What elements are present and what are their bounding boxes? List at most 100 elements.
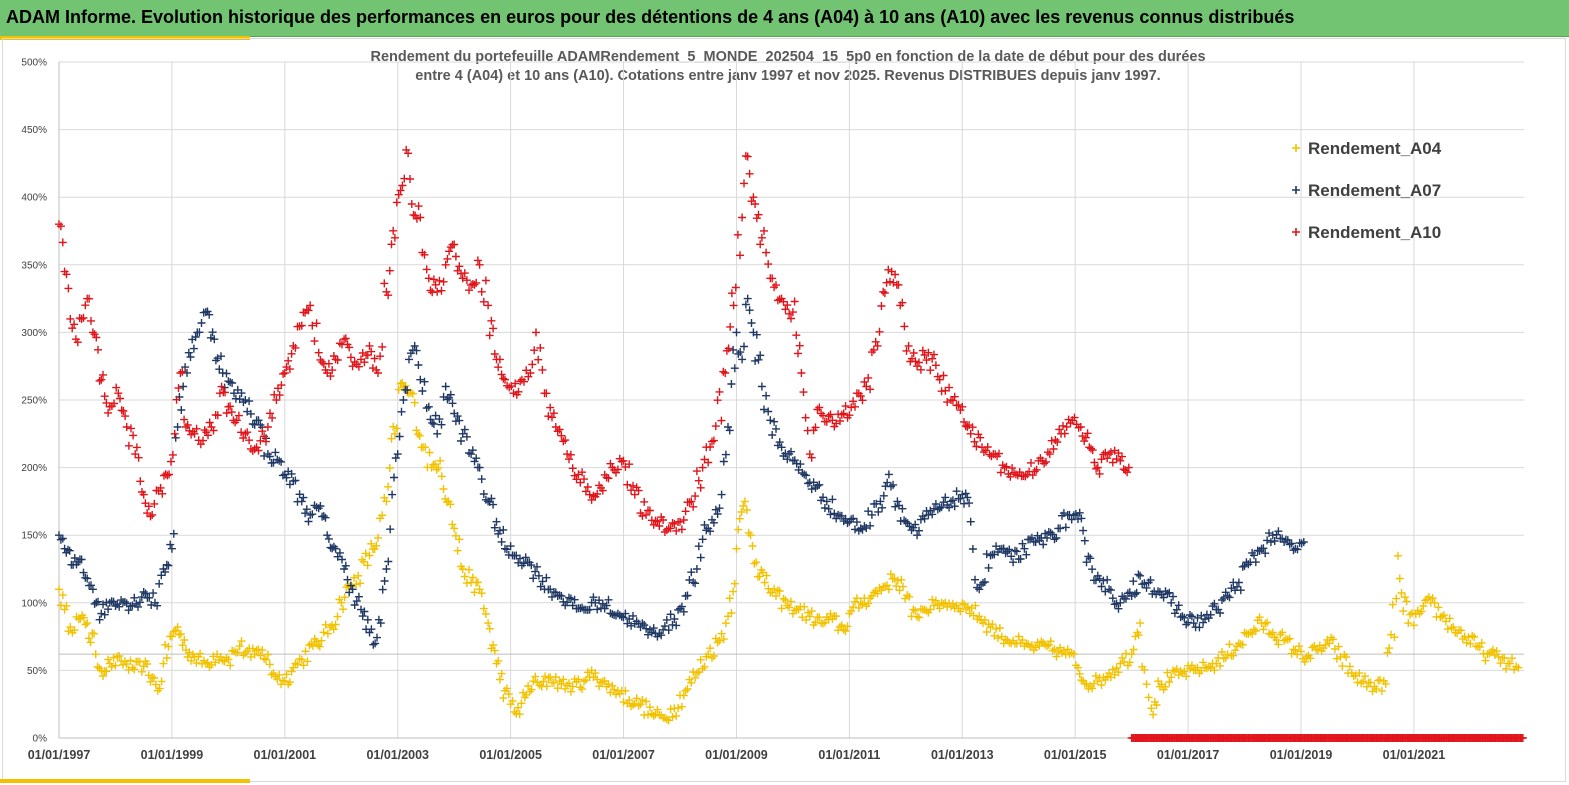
rendement-a04-point xyxy=(339,605,347,614)
rendement-a07-point xyxy=(945,503,954,512)
rendement-a10-point xyxy=(880,289,889,298)
rendement-a07-point xyxy=(1210,599,1219,608)
rendement-a10-point xyxy=(762,248,771,257)
rendement-a04-point xyxy=(1355,669,1364,678)
rendement-a10-point xyxy=(1032,465,1041,474)
rendement-a07-point xyxy=(453,412,462,421)
rendement-a10-point xyxy=(542,389,551,398)
rendement-a04-point xyxy=(354,571,363,580)
rendement-a07-point xyxy=(1293,545,1302,554)
rendement-a10-point xyxy=(522,366,531,375)
rendement-a04-point xyxy=(1152,701,1161,709)
rendement-a04-point xyxy=(91,650,100,659)
rendement-a10-point xyxy=(376,352,385,361)
rendement-a07-point xyxy=(1001,549,1010,558)
chart-frame xyxy=(2,38,1566,782)
rendement-a10-point xyxy=(148,510,157,519)
rendement-a07-point xyxy=(382,565,391,573)
rendement-a10-point xyxy=(1103,454,1112,463)
rendement-a04-point xyxy=(994,634,1002,642)
rendement-a10-point xyxy=(365,341,374,350)
rendement-a07-point xyxy=(958,490,967,499)
rendement-a04-point xyxy=(856,598,865,607)
rendement-a04-point xyxy=(1419,602,1428,610)
rendement-a04-point xyxy=(1069,650,1078,659)
rendement-a04-point xyxy=(1018,636,1027,645)
rendement-a07-point xyxy=(741,300,750,309)
rendement-a07-point xyxy=(670,615,679,623)
rendement-a10-point xyxy=(528,360,537,369)
rendement-a07-point xyxy=(1095,574,1104,583)
rendement-a07-point xyxy=(729,345,738,354)
rendement-a10-point xyxy=(209,426,218,435)
rendement-a04-point xyxy=(1140,665,1149,674)
rendement-a04-point xyxy=(1105,669,1114,678)
rendement-a04-point xyxy=(1091,671,1100,680)
rendement-a10-point xyxy=(617,457,626,466)
rendement-a04-point xyxy=(335,595,344,604)
rendement-a04-point xyxy=(497,669,506,678)
rendement-a07-point xyxy=(948,496,957,505)
rendement-a04-point xyxy=(551,673,560,681)
rendement-a10-point xyxy=(1078,432,1087,441)
rendement-a10-point xyxy=(882,278,891,287)
rendement-a07-point xyxy=(807,485,816,494)
rendement-a07-point xyxy=(911,520,920,529)
rendement-a04-point xyxy=(935,604,944,613)
rendement-a07-point xyxy=(815,480,824,489)
rendement-a07-point xyxy=(1091,576,1100,585)
rendement-a10-point xyxy=(308,321,317,330)
rendement-a04-point xyxy=(84,634,93,643)
rendement-a07-point xyxy=(357,605,365,614)
rendement-a04-point xyxy=(1122,649,1130,658)
rendement-a10-point xyxy=(180,415,189,424)
rendement-a04-point xyxy=(1462,638,1471,647)
rendement-a10-point xyxy=(158,489,167,498)
rendement-a10-point xyxy=(460,269,469,278)
rendement-a10-point xyxy=(598,486,607,495)
rendement-a10-point xyxy=(902,346,911,355)
rendement-a10-point xyxy=(1099,450,1108,459)
rendement-a07-point xyxy=(173,423,182,431)
rendement-a07-point xyxy=(1067,515,1076,524)
rendement-a10-point xyxy=(495,355,504,364)
chart-title-line-1: Rendement du portefeuille ADAMRendement_… xyxy=(370,49,1205,65)
rendement-a04-point xyxy=(1125,658,1134,667)
rendement-a07-point xyxy=(1108,594,1117,603)
rendement-a04-point xyxy=(1063,645,1072,654)
rendement-a07-point xyxy=(889,480,898,489)
rendement-a10-point xyxy=(424,274,433,283)
rendement-a04-point xyxy=(770,584,779,593)
rendement-a04-point xyxy=(832,612,841,621)
rendement-a04-point xyxy=(649,711,658,720)
rendement-a04-point xyxy=(1134,630,1143,639)
rendement-a07-point xyxy=(335,548,344,557)
rendement-a04-point xyxy=(843,622,852,631)
rendement-a04-point xyxy=(171,626,180,635)
rendement-a04-point xyxy=(1147,704,1156,713)
rendement-a10-point xyxy=(475,260,484,269)
rendement-a04-point xyxy=(1449,623,1458,632)
rendement-a07-point xyxy=(189,344,198,353)
rendement-a04-point xyxy=(196,649,205,658)
rendement-a07-point xyxy=(1218,596,1226,604)
rendement-a04-point xyxy=(783,601,792,610)
rendement-a07-point xyxy=(371,639,380,648)
rendement-a04-point xyxy=(632,694,641,703)
rendement-a10-point xyxy=(429,275,438,284)
x-tick-label: 01/01/2011 xyxy=(818,748,880,762)
rendement-a10-point xyxy=(250,445,259,454)
rendement-a04-point xyxy=(122,660,131,669)
rendement-a07-point xyxy=(747,319,756,327)
rendement-a04-point xyxy=(187,656,196,665)
rendement-a04-point xyxy=(1044,640,1053,649)
rendement-a07-point xyxy=(130,593,139,602)
rendement-a04-point xyxy=(772,592,780,600)
rendement-a04-point xyxy=(837,621,846,630)
rendement-a04-point xyxy=(1425,593,1433,601)
rendement-a07-point xyxy=(1114,604,1123,613)
rendement-a10-point xyxy=(797,369,806,377)
rendement-a10-point xyxy=(538,365,547,374)
rendement-a07-point xyxy=(984,563,993,572)
rendement-a07-point xyxy=(757,382,766,391)
